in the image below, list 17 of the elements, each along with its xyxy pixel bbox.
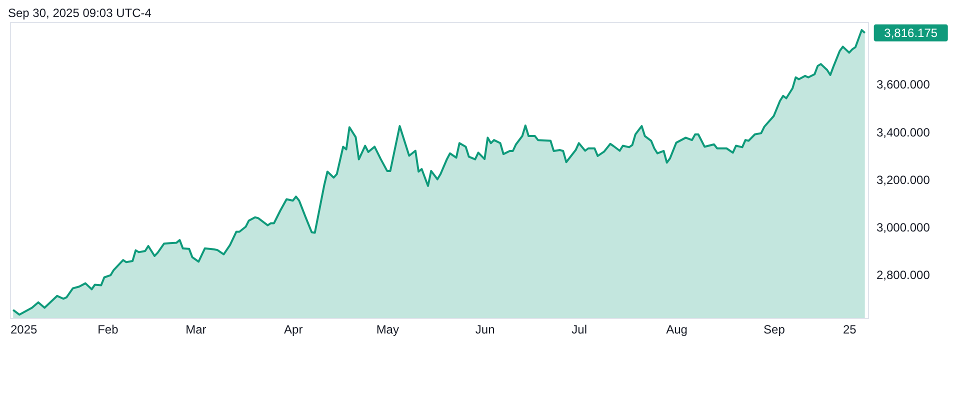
x-tick-label: Feb [98,322,119,336]
text: Sep 30, 2025 09:03 UTC-4 [8,6,152,20]
x-tick-label: Jul [572,322,588,336]
y-tick-label: 3,000.000 [876,220,930,234]
y-tick-label: 3,400.000 [876,125,930,140]
x-tick-label: 25 [842,322,857,336]
x-tick-label: Mar [186,322,206,336]
y-tick-label: 3,600.000 [876,78,930,92]
x-tick-label: 2025 [10,322,38,336]
x-tick-label: Apr [284,322,303,336]
x-tick-label: Jun [475,322,495,336]
y-tick-label: 2,800.000 [876,268,930,282]
x-tick-label: May [376,322,399,336]
y-tick-label: 3,200.000 [876,172,930,187]
x-tick-label: Aug [666,322,688,336]
x-tick-label: Sep [764,322,786,336]
annotation: 3,816.175 [884,26,938,40]
